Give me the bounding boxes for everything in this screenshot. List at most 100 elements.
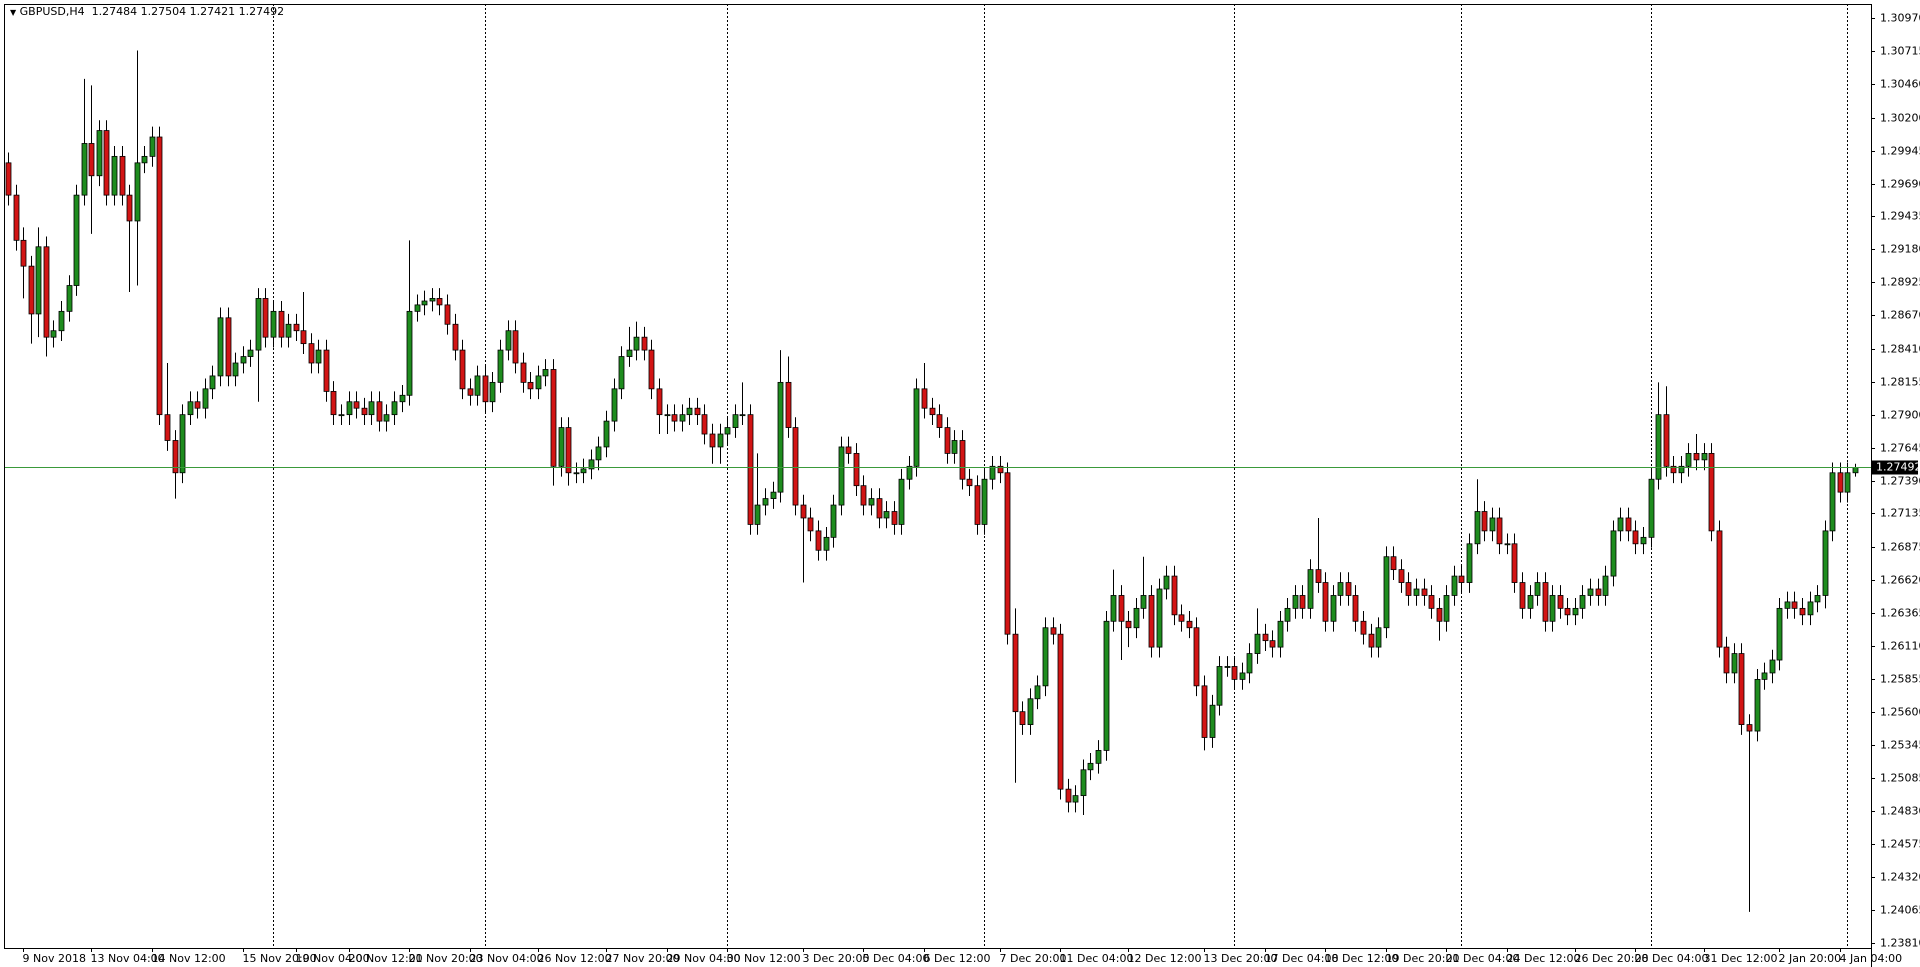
y-tick-label: 1.27390 (1880, 475, 1920, 488)
candle-body (383, 414, 390, 422)
candle-body (535, 375, 542, 390)
y-tick-label: 1.25345 (1880, 739, 1920, 752)
candle-body (906, 465, 913, 480)
candle-body (823, 536, 830, 551)
candle-body (830, 504, 837, 538)
candle-body (187, 401, 194, 416)
candle-body (1118, 595, 1125, 622)
candle-body (73, 194, 80, 286)
candle-body (315, 349, 322, 364)
candle-body (1375, 627, 1382, 648)
candle-body (807, 517, 814, 532)
candle-body (641, 336, 648, 351)
y-tick-label: 1.28925 (1880, 276, 1920, 289)
candle-body (580, 468, 587, 474)
candle-body (1587, 588, 1594, 596)
candle-body (1504, 543, 1511, 546)
candle-body (1262, 633, 1269, 642)
candle-body (1632, 530, 1639, 545)
candle-body (929, 407, 936, 416)
y-tick-label: 1.24575 (1880, 838, 1920, 851)
chart-header: ▼ GBPUSD,H4 1.27484 1.27504 1.27421 1.27… (10, 5, 284, 18)
candle-body (1193, 627, 1200, 687)
candle-body (368, 401, 375, 416)
candle-body (1201, 685, 1208, 738)
candle-body (247, 349, 254, 357)
candle-body (66, 285, 73, 312)
candle-body (1368, 633, 1375, 648)
candle-body (603, 420, 610, 448)
candle-body (391, 401, 398, 416)
candle-body (505, 330, 512, 351)
candle-body (1776, 607, 1783, 661)
candle-body (270, 310, 277, 338)
y-tick-label: 1.28670 (1880, 309, 1920, 322)
candle-body (96, 130, 103, 177)
candle-body (550, 369, 557, 467)
candle-body (959, 440, 966, 480)
candle-body (883, 511, 890, 519)
candle-body (1413, 588, 1420, 596)
candle-body (13, 194, 20, 241)
price-label: 1.27492 (1876, 461, 1920, 474)
candle-body (815, 530, 822, 551)
y-tick-label: 1.27645 (1880, 442, 1920, 455)
y-tick-label: 1.30460 (1880, 78, 1920, 91)
x-tick-label: 12 Dec 12:00 (1128, 952, 1202, 965)
candle-body (1769, 659, 1776, 674)
candle-body (376, 401, 383, 422)
candle-body (1610, 530, 1617, 577)
y-tick-label: 1.26365 (1880, 607, 1920, 620)
candle-body (770, 491, 777, 499)
x-tick-label: 27 Nov 20:00 (606, 952, 680, 965)
candle-body (1746, 724, 1753, 732)
candle-body (255, 298, 262, 351)
candle-body (1837, 472, 1844, 493)
candle-body (860, 485, 867, 506)
candle-body (1829, 472, 1836, 532)
candle-body (1087, 762, 1094, 771)
header-high: 1.27504 (140, 5, 187, 18)
candle-body (1012, 633, 1019, 713)
menu-triangle[interactable]: ▼ (10, 8, 17, 17)
candle-body (981, 478, 988, 525)
candle-body (633, 336, 640, 351)
y-tick-label: 1.30970 (1880, 12, 1920, 25)
candle-body (1178, 614, 1185, 622)
header-open: 1.27484 (91, 5, 138, 18)
x-tick-label: 19 Nov 04:00 (296, 952, 370, 965)
y-tick-label: 1.24830 (1880, 805, 1920, 818)
candle-body (209, 375, 216, 390)
candle-body (1390, 556, 1397, 571)
candle-body (308, 343, 315, 364)
candle-body (1685, 453, 1692, 467)
candle-body (406, 310, 413, 396)
candle-body (777, 381, 784, 493)
candle-body (414, 304, 421, 312)
y-tick-label: 1.25600 (1880, 706, 1920, 719)
candle-body (1080, 769, 1087, 797)
candle-body (1330, 595, 1337, 622)
symbol: GBPUSD,H4 (19, 5, 85, 18)
candle-body (694, 407, 701, 416)
candle-body (1171, 575, 1178, 616)
candle-body (1822, 530, 1829, 596)
candle-body (1625, 517, 1632, 532)
candle-body (1458, 575, 1465, 583)
candle-body (1542, 582, 1549, 622)
candle-body (1481, 511, 1488, 532)
y-tick-label: 1.28410 (1880, 343, 1920, 356)
x-tick-label: 9 Nov 2018 (23, 952, 86, 965)
candle-body (944, 427, 951, 454)
candle-body (232, 362, 239, 377)
candle-body (353, 401, 360, 409)
candle-body (1292, 595, 1299, 609)
candle-body (732, 414, 739, 428)
y-tick-label: 1.26875 (1880, 541, 1920, 554)
candle-body (838, 446, 845, 506)
y-tick-label: 1.27900 (1880, 409, 1920, 422)
candle-body (656, 388, 663, 416)
candle-body (1405, 582, 1412, 596)
